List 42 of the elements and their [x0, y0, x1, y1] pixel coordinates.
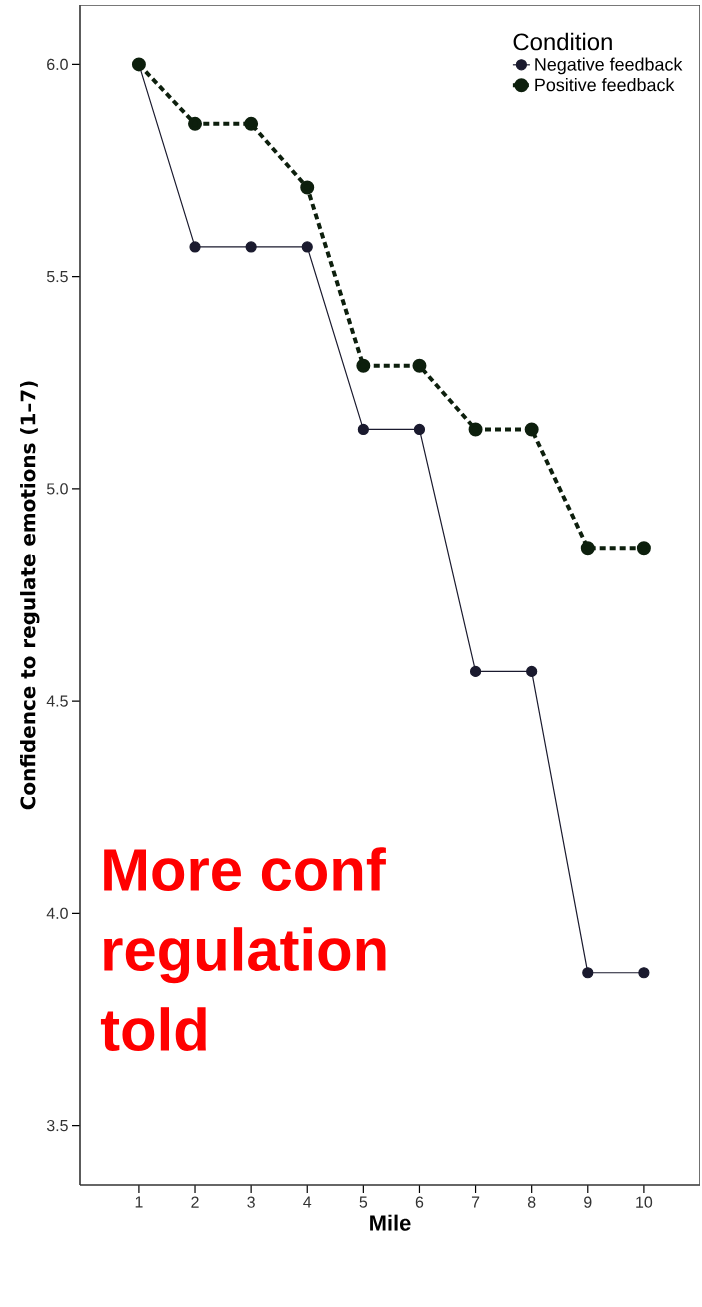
- y-tick-label: 5.0: [46, 483, 68, 495]
- point: [468, 422, 483, 437]
- point: [582, 967, 594, 979]
- legend-title: Condition: [513, 32, 612, 51]
- point: [636, 541, 651, 556]
- y-tick-label: 5.5: [46, 271, 68, 283]
- point: [244, 116, 259, 131]
- point: [357, 423, 369, 436]
- y-tick-label: 4.0: [46, 907, 68, 919]
- legend-label: Positive feedback: [535, 78, 675, 92]
- annotation: regulation: [104, 927, 386, 984]
- x-tick-label: 6: [415, 1196, 424, 1208]
- y-tick-label: 4.5: [46, 695, 68, 707]
- point: [188, 116, 203, 131]
- annotation: More conf: [104, 847, 386, 892]
- x-tick-label: 1: [135, 1196, 143, 1208]
- point: [413, 423, 426, 436]
- point: [412, 358, 427, 373]
- legend-label: Negative feedback: [535, 57, 683, 75]
- point: [189, 241, 201, 253]
- point: [638, 967, 650, 979]
- x-axis-title: Mile: [370, 1214, 411, 1231]
- point: [245, 241, 257, 253]
- x-tick-label: 5: [359, 1196, 368, 1208]
- point: [301, 241, 313, 253]
- y-tick-label: 6.0: [47, 58, 68, 71]
- point: [356, 358, 371, 373]
- annotation: told: [100, 1007, 206, 1052]
- point: [524, 422, 539, 437]
- x-tick-label: 9: [584, 1196, 592, 1208]
- x-tick-label: 10: [636, 1196, 653, 1208]
- point: [469, 665, 482, 677]
- y-tick-label: 3.5: [46, 1119, 68, 1132]
- y-axis-title: Confidence to regulate emotions (1–7): [20, 381, 40, 810]
- x-tick-label: 4: [303, 1196, 312, 1208]
- x-tick-label: 3: [247, 1196, 255, 1208]
- point: [580, 541, 595, 556]
- point: [300, 180, 315, 195]
- point: [526, 665, 538, 677]
- x-tick-label: 7: [471, 1196, 480, 1208]
- x-tick-label: 2: [191, 1196, 199, 1208]
- x-tick-label: 8: [527, 1196, 536, 1208]
